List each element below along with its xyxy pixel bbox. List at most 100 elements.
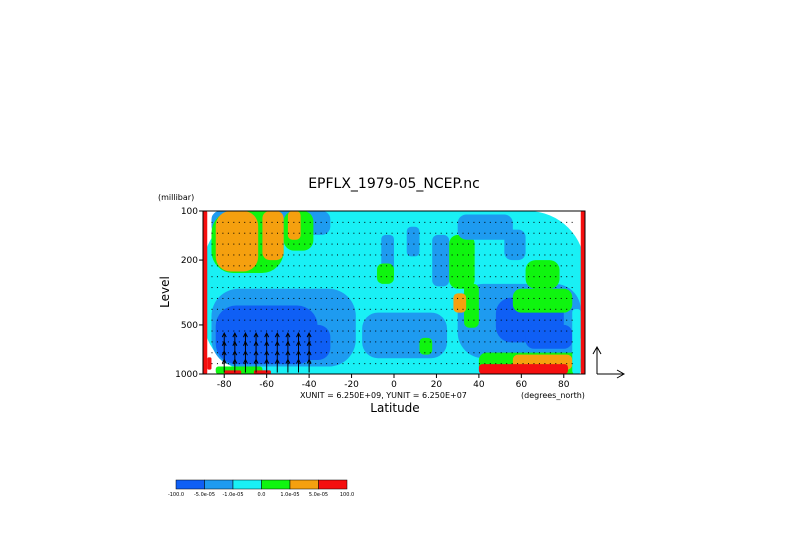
vector-dot [216,330,218,332]
vector-dot [451,363,453,365]
vector-dot [435,297,437,299]
vector-dot [555,265,557,267]
vector-dot [282,341,284,343]
vector-dot [271,330,273,332]
vector-dot [342,319,344,321]
vector-dot [424,254,426,256]
vector-dot [555,276,557,278]
vector-dot [413,297,415,299]
vector-dot [320,254,322,256]
vector-dot [555,254,557,256]
vector-dot [424,308,426,310]
vector-dot [238,341,240,343]
vector-dot [413,265,415,267]
vector-dot [418,287,420,289]
vector-dot [418,330,420,332]
vector-dot [216,265,218,267]
field-region [580,211,585,374]
vector-dot [326,363,328,365]
vector-dot [418,243,420,245]
vector-dot [337,287,339,289]
colorbar-label: 100.0 [340,492,354,498]
vector-dot [511,243,513,245]
vector-dot [326,330,328,332]
vector-dot [435,363,437,365]
vector-dot [233,319,235,321]
vector-dot [440,297,442,299]
vector-dot [227,276,229,278]
vector-dot [462,254,464,256]
vector-dot [293,243,295,245]
field-region [572,309,581,374]
vector-dot [473,265,475,267]
vector-dot [386,330,388,332]
vector-dot [467,265,469,267]
plot-area: -80 -60 -40 -20 0 20 40 60 80 100 200 500 1000 [175,207,586,390]
vector-dot [418,265,420,267]
vector-dot [538,265,540,267]
vector-dot [276,330,278,332]
vector-dot [244,254,246,256]
vector-dot [451,232,453,234]
vector-dot [287,265,289,267]
vector-dot [429,276,431,278]
vector-dot [326,276,328,278]
vector-dot [282,232,284,234]
vector-dot [227,341,229,343]
vector-dot [391,352,393,354]
vector-dot [315,276,317,278]
vector-dot [473,276,475,278]
colorbar-swatch [318,479,348,490]
vector-dot [298,330,300,332]
vector-dot [407,265,409,267]
vector-dot [375,341,377,343]
vector-dot [375,363,377,365]
vector-dot [495,243,497,245]
vector-dot [429,243,431,245]
vector-dot [522,265,524,267]
vector-dot [544,276,546,278]
vector-dot [375,352,377,354]
vector-dot [353,254,355,256]
vector-dot [216,308,218,310]
vector-dot [473,221,475,223]
vector-dot [369,287,371,289]
vector-dot [544,363,546,365]
vector-dot [249,287,251,289]
vector-dot [358,232,360,234]
vector-dot [216,276,218,278]
vector-dot [255,276,257,278]
vector-dot [566,297,568,299]
vector-dot [369,243,371,245]
vector-dot [506,276,508,278]
vector-dot [418,276,420,278]
vector-dot [500,319,502,321]
vector-dot [238,287,240,289]
vector-dot [538,276,540,278]
vector-dot [484,341,486,343]
vector-dot [380,319,382,321]
vector-dot [386,363,388,365]
vector-dot [266,276,268,278]
vector-dot [337,308,339,310]
vector-dot [528,341,530,343]
vector-dot [391,221,393,223]
vector-dot [489,287,491,289]
vector-dot [478,352,480,354]
vector-dot [549,319,551,321]
vector-dot [413,308,415,310]
vector-dot [276,287,278,289]
vector-dot [429,221,431,223]
vector-dot [244,276,246,278]
vector-dot [446,287,448,289]
vector-dot [222,276,224,278]
vector-dot [255,243,257,245]
vector-dot [533,265,535,267]
vector-dot [260,352,262,354]
vector-dot [380,330,382,332]
vector-dot [571,243,573,245]
vector-dot [298,363,300,365]
vector-dot [315,363,317,365]
vector-dot [555,243,557,245]
vector-dot [244,287,246,289]
